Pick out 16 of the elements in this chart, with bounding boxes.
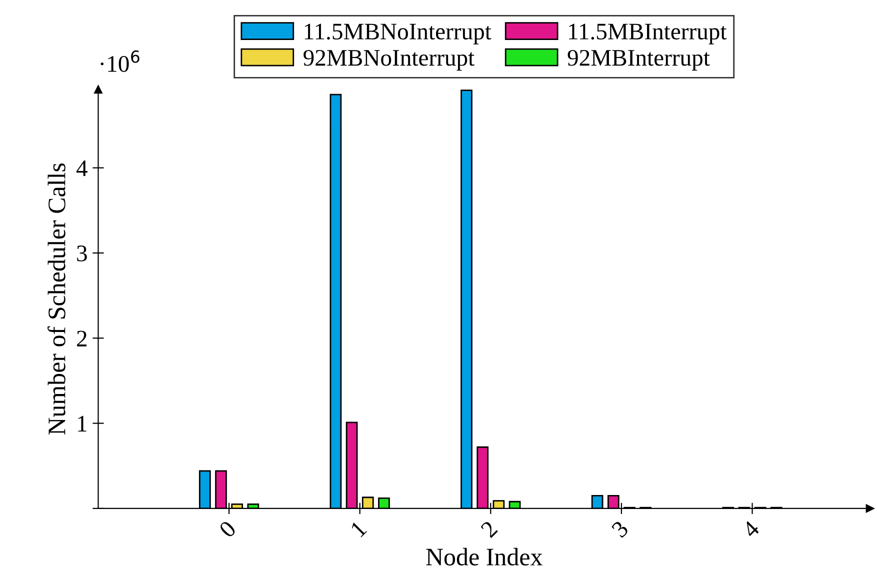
legend-label: 11.5MBInterrupt xyxy=(569,24,727,44)
x-tick-label: 2 xyxy=(480,520,498,538)
x-tick-label: 0 xyxy=(218,520,237,538)
text: ·10$^{6}$ xyxy=(100,50,140,72)
y-tick-label: 3 xyxy=(77,246,87,262)
legend-label: 92MBInterrupt xyxy=(568,50,710,71)
x-tick-label: 1 xyxy=(350,520,368,538)
legend-label: 92MBNoInterrupt xyxy=(304,50,474,71)
y-tick-label: 2 xyxy=(77,330,87,346)
legend-label: 11.5MBNoInterrupt xyxy=(304,24,492,44)
x-tick-label: 4 xyxy=(741,520,760,538)
y-axis-title: Number of Scheduler Calls xyxy=(48,163,66,435)
x-tick-label: 3 xyxy=(611,520,630,538)
x-axis-title: Node Index xyxy=(426,548,542,566)
y-tick-label: 4 xyxy=(76,160,88,176)
y-tick-label: 1 xyxy=(78,416,86,432)
